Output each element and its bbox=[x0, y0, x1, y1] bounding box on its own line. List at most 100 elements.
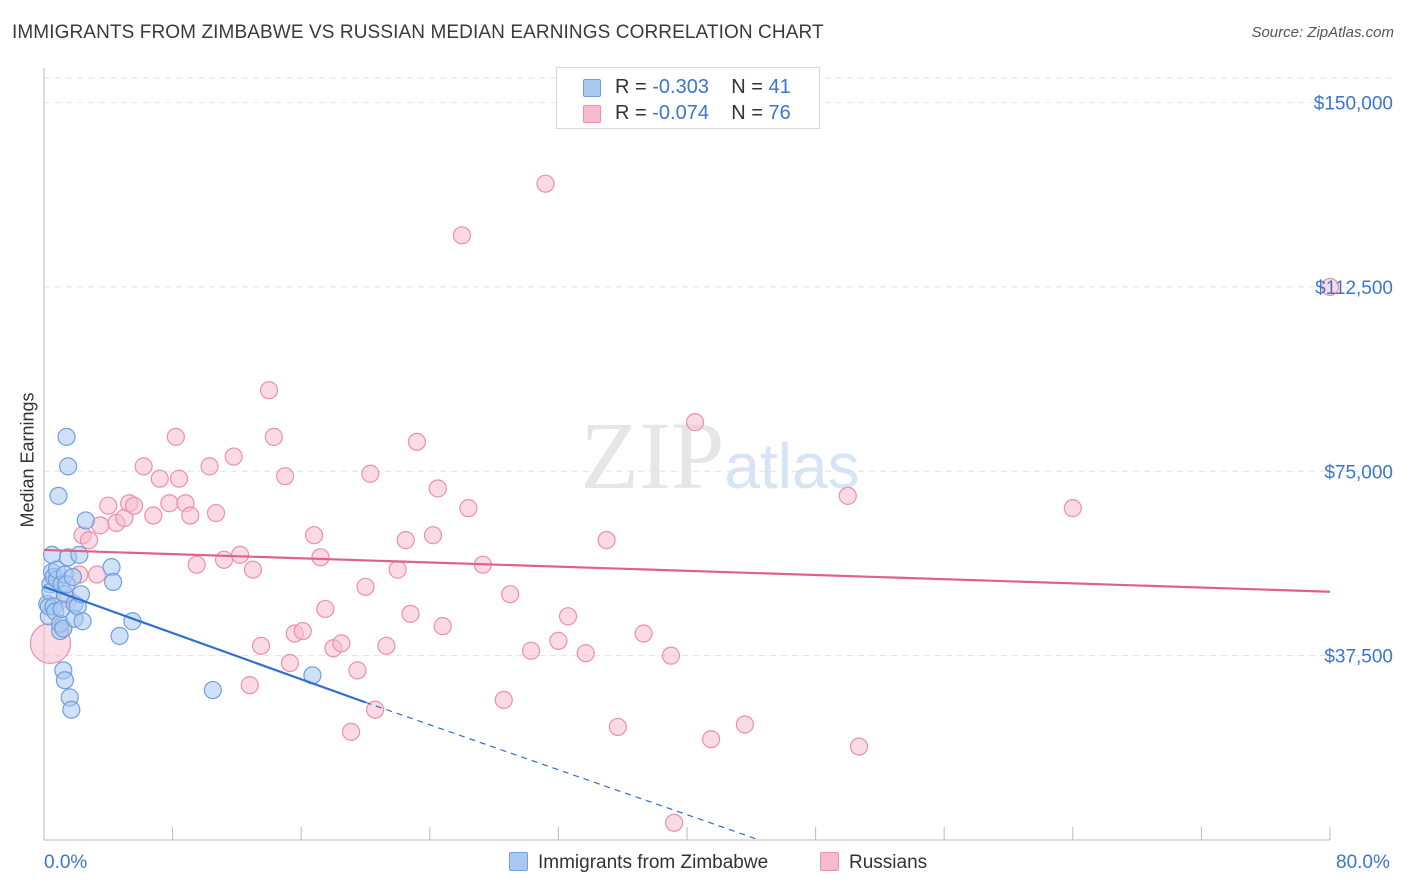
russians-point bbox=[187, 555, 206, 574]
russians-point bbox=[293, 621, 312, 641]
russians-point bbox=[428, 479, 447, 498]
russians-point bbox=[276, 467, 295, 486]
russians-trend-line bbox=[43, 548, 1331, 593]
zimbabwe-point bbox=[59, 457, 78, 476]
stats-legend: R = -0.303 N = 41 R = -0.074 N = 76 bbox=[556, 67, 820, 129]
russians-point bbox=[423, 526, 443, 545]
russians-point bbox=[304, 526, 324, 545]
zimbabwe-point bbox=[63, 567, 83, 587]
zimbabwe-point bbox=[57, 427, 76, 446]
axes bbox=[43, 68, 1331, 841]
russians-point bbox=[251, 636, 271, 655]
russians-point bbox=[576, 644, 595, 663]
zimbabwe-trend-line bbox=[43, 585, 366, 704]
trend-lines bbox=[43, 548, 1331, 841]
russians-point bbox=[536, 174, 555, 193]
zimbabwe-point bbox=[62, 700, 81, 719]
y-tick-label: $150,000 bbox=[1314, 94, 1393, 115]
russians-point bbox=[366, 700, 385, 719]
legend-swatch-pink bbox=[583, 105, 601, 123]
chart-source: Source: ZipAtlas.com bbox=[1251, 24, 1394, 41]
n-label: N = bbox=[731, 76, 769, 98]
points bbox=[29, 174, 1340, 832]
zimbabwe-point bbox=[73, 612, 92, 631]
russians-point bbox=[79, 531, 99, 550]
legend-label: Russians bbox=[849, 852, 928, 873]
russians-point bbox=[160, 494, 179, 513]
russians-point bbox=[259, 381, 279, 400]
russians-point bbox=[494, 690, 513, 709]
y-axis-title: Median Earnings bbox=[17, 392, 38, 528]
russians-point bbox=[407, 432, 427, 451]
zimbabwe-point bbox=[104, 572, 123, 592]
russians-point bbox=[134, 457, 153, 476]
russians-point bbox=[240, 676, 259, 695]
russians-point bbox=[597, 531, 616, 550]
russians-point bbox=[735, 715, 754, 734]
russians-point bbox=[452, 226, 472, 245]
russians-point bbox=[311, 548, 330, 567]
legend-swatch-blue bbox=[509, 852, 528, 871]
n-value: 76 bbox=[768, 102, 791, 124]
russians-point bbox=[316, 599, 335, 619]
russians-point bbox=[224, 447, 243, 466]
russians-point bbox=[144, 506, 163, 525]
zimbabwe-point bbox=[203, 680, 222, 700]
russians-point bbox=[401, 604, 420, 623]
legend-swatch-pink bbox=[820, 852, 839, 871]
y-tick-labels: $150,000 $112,500 $75,000 $37,500 bbox=[1314, 94, 1393, 668]
y-tick-label: $37,500 bbox=[1324, 647, 1393, 668]
russians-point bbox=[348, 661, 367, 680]
r-value: -0.074 bbox=[652, 102, 709, 124]
russians-point bbox=[332, 634, 351, 653]
russians-point bbox=[608, 717, 627, 737]
watermark: ZIPatlas bbox=[580, 402, 859, 509]
russians-point bbox=[549, 631, 568, 650]
watermark-atlas: atlas bbox=[724, 430, 859, 502]
russians-point bbox=[280, 653, 300, 673]
r-label: R = bbox=[615, 102, 653, 124]
y-tick-label: $112,500 bbox=[1315, 278, 1393, 299]
russians-point bbox=[1063, 499, 1082, 518]
russians-point bbox=[99, 496, 118, 515]
russians-point bbox=[200, 457, 219, 476]
russians-point bbox=[214, 550, 234, 569]
legend-label: Immigrants from Zimbabwe bbox=[538, 852, 769, 873]
russians-point bbox=[181, 506, 200, 525]
russians-point bbox=[665, 813, 684, 832]
russians-point bbox=[243, 560, 263, 579]
russians-point bbox=[838, 486, 857, 505]
russians-point bbox=[521, 641, 541, 660]
zimbabwe-point bbox=[76, 511, 95, 530]
legend-swatch-blue bbox=[583, 79, 601, 97]
russians-point bbox=[377, 636, 396, 655]
x-min-label: 0.0% bbox=[44, 852, 88, 873]
r-value: -0.303 bbox=[652, 76, 709, 98]
zimbabwe-point bbox=[110, 626, 129, 646]
russians-point bbox=[661, 646, 681, 665]
russians-point bbox=[634, 624, 653, 643]
r-label: R = bbox=[615, 76, 653, 98]
russians-point bbox=[388, 560, 407, 579]
russians-point bbox=[231, 545, 250, 564]
russians-point bbox=[361, 464, 380, 483]
x-max-label: 80.0% bbox=[1336, 852, 1390, 873]
russians-point bbox=[206, 503, 226, 523]
legend-item-russians: Russians bbox=[820, 852, 927, 874]
zimbabwe-point bbox=[49, 486, 68, 505]
russians-point bbox=[341, 722, 361, 741]
russians-point bbox=[87, 565, 107, 584]
russians-point bbox=[356, 577, 375, 596]
zimbabwe-point bbox=[55, 671, 74, 690]
zimbabwe-point bbox=[70, 545, 89, 564]
russians-point bbox=[150, 469, 169, 488]
russians-point bbox=[849, 737, 869, 756]
russians-point bbox=[685, 413, 705, 432]
russians-point bbox=[433, 617, 452, 636]
y-tick-label: $75,000 bbox=[1324, 462, 1393, 483]
n-label: N = bbox=[731, 102, 769, 124]
legend-item-zimbabwe: Immigrants from Zimbabwe bbox=[509, 852, 768, 874]
russians-point bbox=[459, 499, 478, 518]
russians-point bbox=[558, 607, 578, 626]
